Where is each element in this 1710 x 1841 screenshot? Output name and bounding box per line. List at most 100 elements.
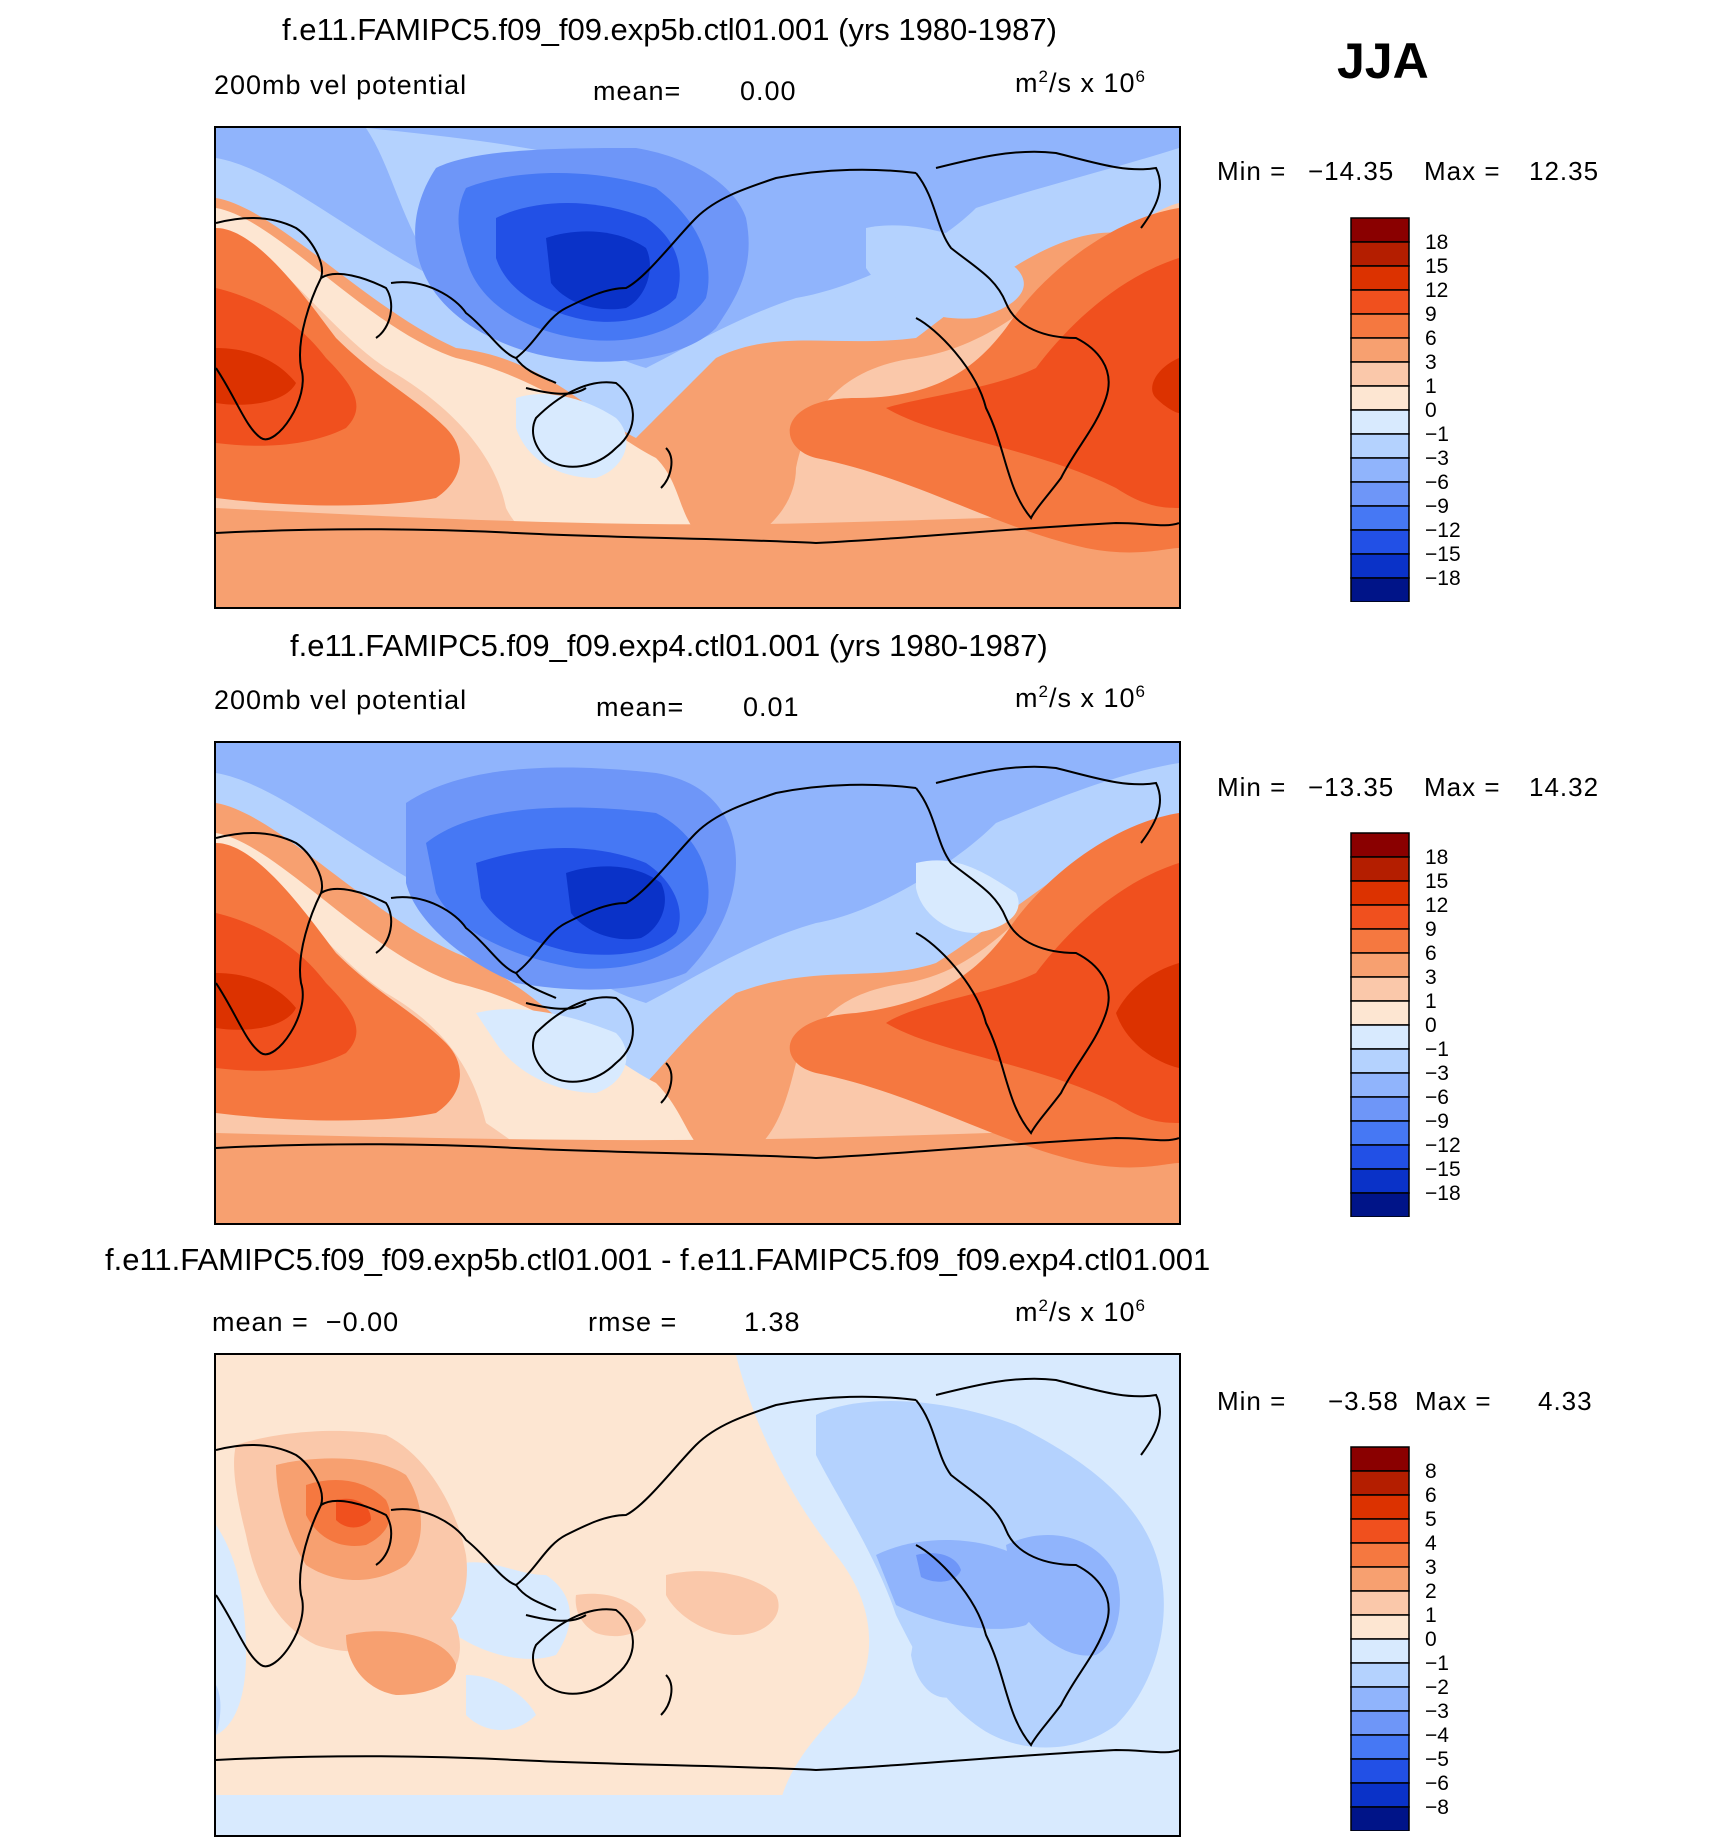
colorbar-swatch — [1350, 856, 1410, 882]
colorbar-level-label: 5 — [1425, 1508, 1437, 1531]
colorbar-level-label: 9 — [1425, 918, 1437, 941]
colorbar-level-label: 3 — [1425, 1556, 1437, 1579]
colorbar-swatch — [1350, 577, 1410, 603]
panel3-title: f.e11.FAMIPC5.f09_f09.exp5b.ctl01.001 - … — [105, 1242, 1211, 1277]
colorbar-swatch — [1350, 1782, 1410, 1808]
panel3-min-label: Min = — [1217, 1386, 1287, 1416]
colorbar-swatch — [1350, 1048, 1410, 1074]
panel3-map — [214, 1353, 1181, 1837]
colorbar-swatch — [1350, 505, 1410, 531]
colorbar-level-label: −2 — [1425, 1676, 1449, 1699]
colorbar-swatch — [1350, 433, 1410, 459]
colorbar-level-label: 6 — [1425, 942, 1437, 965]
colorbar-level-label: −9 — [1425, 495, 1449, 518]
colorbar-swatch — [1350, 241, 1410, 267]
colorbar-swatch — [1350, 1758, 1410, 1784]
panel3-min-value: −3.58 — [1328, 1386, 1399, 1416]
colorbar-level-label: −9 — [1425, 1110, 1449, 1133]
colorbar-level-label: −1 — [1425, 1038, 1449, 1061]
colorbar-swatch — [1350, 1734, 1410, 1760]
colorbar-swatch — [1350, 928, 1410, 954]
colorbar-swatch — [1350, 1024, 1410, 1050]
panel2-variable-label: 200mb vel potential — [214, 685, 468, 715]
panel2-units: m2/s x 106 — [1015, 682, 1146, 713]
colorbar-level-label: −8 — [1425, 1796, 1449, 1819]
colorbar-level-label: 1 — [1425, 1604, 1437, 1627]
panel1-min-value: −14.35 — [1308, 156, 1395, 186]
panel2-min-value: −13.35 — [1308, 772, 1395, 802]
panel1-mean-label: mean= — [593, 76, 682, 106]
colorbar-swatch — [1350, 904, 1410, 930]
colorbar-swatch — [1350, 1072, 1410, 1098]
colorbar-swatch — [1350, 1144, 1410, 1170]
panel1-max-label: Max = — [1424, 156, 1501, 186]
colorbar-level-label: 0 — [1425, 1014, 1437, 1037]
colorbar-level-label: −3 — [1425, 1062, 1449, 1085]
colorbar-swatch — [1350, 976, 1410, 1002]
colorbar-swatch — [1350, 1518, 1410, 1544]
colorbar-swatch — [1350, 1566, 1410, 1592]
colorbar-swatch — [1350, 1590, 1410, 1616]
colorbar-level-label: 9 — [1425, 303, 1437, 326]
colorbar-swatch — [1350, 1096, 1410, 1122]
panel2-coastlines — [216, 765, 1179, 1160]
panel2-colorbar-swatches — [1350, 832, 1410, 1218]
colorbar-swatch — [1350, 385, 1410, 411]
colorbar-swatch — [1350, 1662, 1410, 1688]
colorbar-level-label: −18 — [1425, 1182, 1461, 1205]
colorbar-level-label: 18 — [1425, 231, 1449, 254]
colorbar-level-label: 1 — [1425, 375, 1437, 398]
panel3-coastlines — [216, 1377, 1179, 1772]
panel1-mean-value: 0.00 — [740, 76, 797, 106]
panel3-units: m2/s x 106 — [1015, 1296, 1146, 1327]
colorbar-swatch — [1350, 529, 1410, 555]
colorbar-swatch — [1350, 553, 1410, 579]
panel1-variable-label: 200mb vel potential — [214, 70, 468, 100]
panel1-max-value: 12.35 — [1529, 156, 1600, 186]
colorbar-swatch — [1350, 880, 1410, 906]
colorbar-level-label: −4 — [1425, 1724, 1449, 1747]
colorbar-swatch — [1350, 313, 1410, 339]
panel3-max-label: Max = — [1415, 1386, 1492, 1416]
colorbar-swatch — [1350, 1120, 1410, 1146]
colorbar-level-label: −5 — [1425, 1748, 1449, 1771]
colorbar-level-label: −18 — [1425, 567, 1461, 590]
colorbar-level-label: −3 — [1425, 447, 1449, 470]
panel1-title: f.e11.FAMIPC5.f09_f09.exp5b.ctl01.001 (y… — [282, 12, 1057, 47]
panel2-contours — [216, 743, 1179, 1223]
panel1-min-label: Min = — [1217, 156, 1287, 186]
colorbar-swatch — [1350, 361, 1410, 387]
colorbar-swatch — [1350, 952, 1410, 978]
colorbar-level-label: −6 — [1425, 471, 1449, 494]
panel1-map — [214, 126, 1181, 609]
panel1-colorbar-swatches — [1350, 217, 1410, 603]
panel3-max-value: 4.33 — [1538, 1386, 1593, 1416]
colorbar-swatch — [1350, 1494, 1410, 1520]
colorbar-level-label: 15 — [1425, 255, 1449, 278]
colorbar-level-label: 15 — [1425, 870, 1449, 893]
colorbar-swatch — [1350, 1168, 1410, 1194]
panel3-colorbar — [1350, 1446, 1410, 1836]
colorbar-level-label: 4 — [1425, 1532, 1437, 1555]
colorbar-swatch — [1350, 1806, 1410, 1832]
colorbar-level-label: 1 — [1425, 990, 1437, 1013]
season-label: JJA — [1337, 33, 1429, 89]
colorbar-level-label: 0 — [1425, 1628, 1437, 1651]
panel1-coastlines — [216, 150, 1179, 545]
colorbar-swatch — [1350, 337, 1410, 363]
colorbar-level-label: 0 — [1425, 399, 1437, 422]
colorbar-swatch — [1350, 1192, 1410, 1218]
colorbar-swatch — [1350, 1000, 1410, 1026]
colorbar-level-label: −6 — [1425, 1772, 1449, 1795]
colorbar-swatch — [1350, 1614, 1410, 1640]
colorbar-swatch — [1350, 1710, 1410, 1736]
colorbar-level-label: 18 — [1425, 846, 1449, 869]
colorbar-level-label: −6 — [1425, 1086, 1449, 1109]
panel3-contours — [216, 1355, 1179, 1835]
colorbar-level-label: −15 — [1425, 1158, 1461, 1181]
panel2-mean-label: mean= — [596, 692, 685, 722]
panel3-colorbar-swatches — [1350, 1446, 1410, 1832]
colorbar-level-label: −3 — [1425, 1700, 1449, 1723]
colorbar-level-label: 3 — [1425, 351, 1437, 374]
panel2-mean-value: 0.01 — [743, 692, 800, 722]
